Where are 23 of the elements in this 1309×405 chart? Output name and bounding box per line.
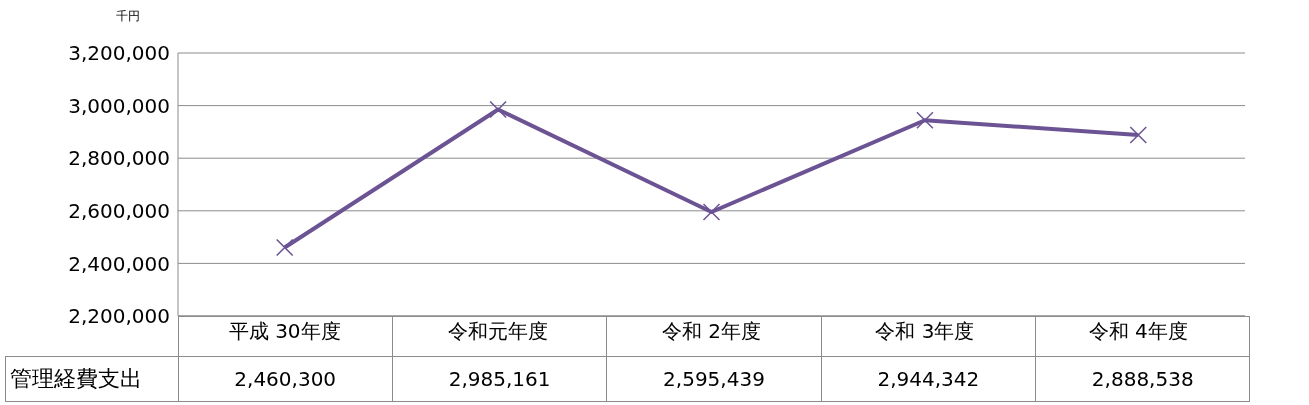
y-tick-label: 3,000,000 bbox=[68, 93, 170, 118]
point bbox=[702, 203, 721, 221]
text: 管理経費支出 bbox=[5, 356, 178, 402]
x-tick-label: 令和元年度 bbox=[448, 319, 549, 344]
x-tick-label: 令和 2年度 bbox=[661, 319, 762, 344]
y-tick-label: 2,800,000 bbox=[68, 146, 170, 171]
y-tick-label: 2,400,000 bbox=[68, 251, 170, 276]
y-tick-label: 2,600,000 bbox=[68, 198, 170, 223]
point bbox=[275, 238, 294, 257]
point bbox=[1129, 126, 1148, 144]
x-tick-label: 平成 30年度 bbox=[228, 319, 341, 344]
data-label: 2,944,342 bbox=[821, 356, 1036, 402]
y-axis-title: 千円 bbox=[116, 8, 140, 25]
x-tick-label: 令和 4年度 bbox=[1088, 319, 1188, 344]
y-tick-label: 3,200,000 bbox=[68, 41, 170, 66]
point bbox=[916, 111, 934, 129]
y-tick-label: 2,200,000 bbox=[68, 304, 170, 329]
point bbox=[489, 100, 507, 119]
x-tick-label: 令和 3年度 bbox=[875, 319, 975, 344]
data-label: 2,985,161 bbox=[392, 356, 607, 402]
data-label: 2,460,300 bbox=[178, 356, 393, 402]
data-label: 2,888,538 bbox=[1035, 356, 1250, 402]
data-label: 2,595,439 bbox=[606, 356, 822, 402]
